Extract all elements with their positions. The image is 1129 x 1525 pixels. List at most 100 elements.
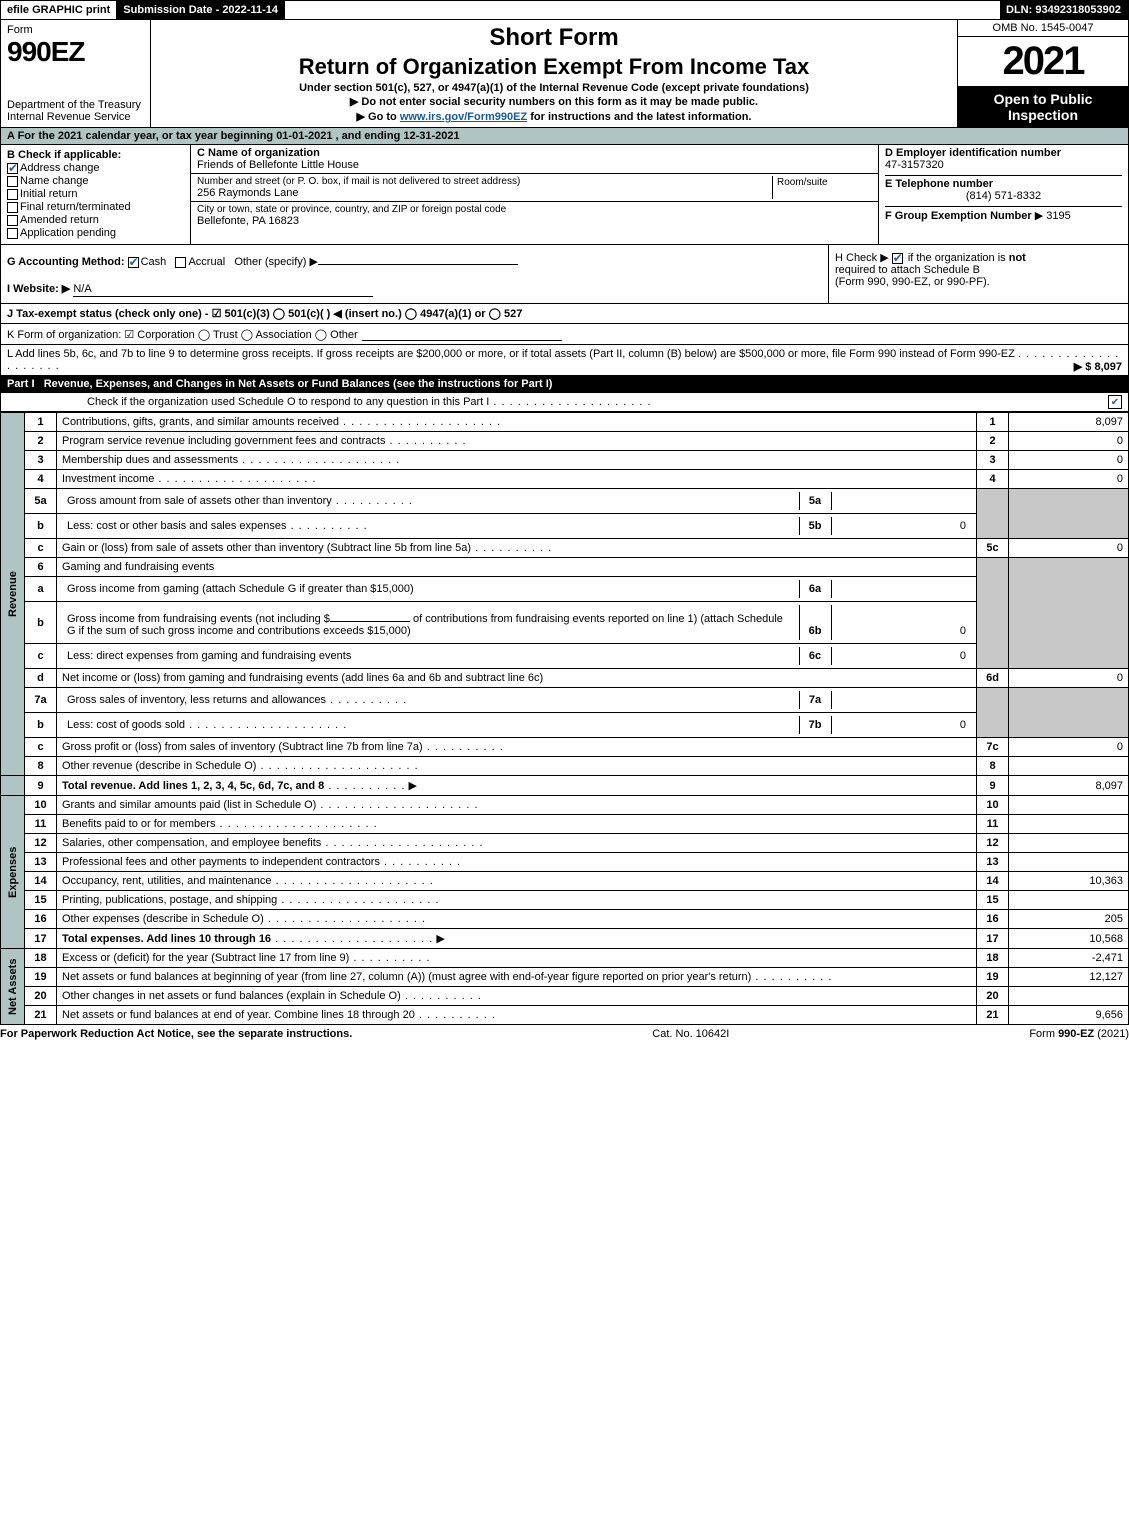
shaded-cell: [1009, 489, 1129, 539]
line-desc: Investment income: [57, 470, 977, 489]
row-l-text: L Add lines 5b, 6c, and 7b to line 9 to …: [7, 348, 1015, 360]
line-amt: 8,097: [1009, 413, 1129, 432]
line-amt: 8,097: [1009, 776, 1129, 796]
box-h: H Check ▶ if the organization is not req…: [828, 245, 1128, 303]
line-desc: Other changes in net assets or fund bala…: [57, 987, 977, 1006]
line-ref: 7c: [977, 738, 1009, 757]
checkbox-icon: [175, 257, 186, 268]
line-ref: 13: [977, 853, 1009, 872]
org-name: Friends of Bellefonte Little House: [197, 159, 872, 171]
line-desc: Total expenses. Add lines 10 through 16 …: [57, 929, 977, 949]
spacer-side: [1, 776, 25, 796]
line-desc: Other revenue (describe in Schedule O): [57, 757, 977, 776]
line-desc: Gain or (loss) from sale of assets other…: [57, 539, 977, 558]
line-amt: [1009, 815, 1129, 834]
opt-cash: Cash: [141, 256, 167, 268]
line-desc: Gross income from fundraising events (no…: [57, 602, 977, 644]
header-left: Form 990EZ Department of the Treasury In…: [1, 20, 151, 127]
chk-address-change[interactable]: Address change: [7, 162, 184, 174]
line-amt: [1009, 834, 1129, 853]
h-pre: H Check ▶: [835, 252, 892, 264]
other-org-field[interactable]: [362, 327, 562, 341]
chk-application-pending[interactable]: Application pending: [7, 227, 184, 239]
label-e: E Telephone number: [885, 178, 1122, 190]
line-desc: Excess or (deficit) for the year (Subtra…: [57, 949, 977, 968]
line-amt: 0: [1009, 669, 1129, 688]
line-ref: 9: [977, 776, 1009, 796]
ein: 47-3157320: [885, 159, 1122, 171]
line-num: a: [25, 577, 57, 602]
opt-other: Other (specify) ▶: [234, 256, 318, 268]
form-word: Form: [7, 24, 144, 36]
line-ref: 2: [977, 432, 1009, 451]
footer-right: Form 990-EZ (2021): [1029, 1028, 1129, 1040]
part-sub-text: Check if the organization used Schedule …: [7, 396, 652, 408]
line-desc: Less: direct expenses from gaming and fu…: [57, 644, 977, 669]
box-b: B Check if applicable: Address change Na…: [1, 145, 191, 244]
opt-accrual: Accrual: [188, 256, 225, 268]
irs-link[interactable]: www.irs.gov/Form990EZ: [400, 111, 527, 123]
header-center: Short Form Return of Organization Exempt…: [151, 20, 958, 127]
row-k: K Form of organization: ☑ Corporation ◯ …: [0, 324, 1129, 345]
line-desc: Grants and similar amounts paid (list in…: [57, 796, 977, 815]
mid-ref: 7a: [799, 691, 831, 709]
chk-final-return[interactable]: Final return/terminated: [7, 201, 184, 213]
schedule-o-checkbox[interactable]: ✔: [1108, 395, 1122, 409]
line-ref: 16: [977, 910, 1009, 929]
mid-ref: 5a: [799, 492, 831, 510]
checkbox-icon: [7, 163, 18, 174]
h-l2: required to attach Schedule B: [835, 264, 980, 276]
opt-address-change: Address change: [20, 162, 100, 174]
h-not: not: [1009, 252, 1026, 264]
chk-amended-return[interactable]: Amended return: [7, 214, 184, 226]
line-ref: 8: [977, 757, 1009, 776]
mid-amt: 0: [831, 647, 971, 665]
line-amt: 9,656: [1009, 1006, 1129, 1025]
opt-final-return: Final return/terminated: [20, 201, 131, 213]
mid-ref: 5b: [799, 517, 831, 535]
line-ref: 17: [977, 929, 1009, 949]
revenue-label: Revenue: [1, 413, 25, 776]
city-state-zip: Bellefonte, PA 16823: [197, 215, 872, 227]
footer-mid: Cat. No. 10642I: [652, 1028, 729, 1040]
line-desc: Gross amount from sale of assets other t…: [57, 489, 977, 514]
line-num: 19: [25, 968, 57, 987]
line-num: 6: [25, 558, 57, 577]
chk-name-change[interactable]: Name change: [7, 175, 184, 187]
label-c: C Name of organization: [197, 147, 872, 159]
line-ref: 15: [977, 891, 1009, 910]
line-desc: Contributions, gifts, grants, and simila…: [57, 413, 977, 432]
tax-year: 2021: [958, 37, 1128, 87]
efile-print-button[interactable]: efile GRAPHIC print: [1, 1, 117, 19]
website-value: N/A: [73, 283, 91, 295]
expenses-label: Expenses: [1, 796, 25, 949]
line-desc: Net assets or fund balances at beginning…: [57, 968, 977, 987]
mid-ref: 7b: [799, 716, 831, 734]
row-j-text: J Tax-exempt status (check only one) - ☑…: [7, 307, 522, 320]
label-addr: Number and street (or P. O. box, if mail…: [197, 176, 772, 187]
checkbox-icon[interactable]: [892, 253, 903, 264]
line-desc: Program service revenue including govern…: [57, 432, 977, 451]
line-num: 12: [25, 834, 57, 853]
line-amt: 10,363: [1009, 872, 1129, 891]
dln-label: DLN: 93492318053902: [1000, 1, 1128, 19]
short-form-title: Short Form: [159, 24, 949, 52]
other-specify-field[interactable]: [318, 251, 518, 265]
line-amt: -2,471: [1009, 949, 1129, 968]
phone: (814) 571-8332: [885, 190, 1122, 202]
line-ref: 5c: [977, 539, 1009, 558]
line-desc: Other expenses (describe in Schedule O): [57, 910, 977, 929]
line-amt: 205: [1009, 910, 1129, 929]
chk-initial-return[interactable]: Initial return: [7, 188, 184, 200]
open-to-public: Open to Public Inspection: [958, 87, 1128, 127]
line-desc: Salaries, other compensation, and employ…: [57, 834, 977, 853]
line-amt: [1009, 891, 1129, 910]
line-desc: Total revenue. Add lines 1, 2, 3, 4, 5c,…: [57, 776, 977, 796]
box-b-title: B Check if applicable:: [7, 149, 184, 161]
part-1-table: Revenue 1 Contributions, gifts, grants, …: [0, 412, 1129, 1025]
page-footer: For Paperwork Reduction Act Notice, see …: [0, 1025, 1129, 1043]
line-num: b: [25, 713, 57, 738]
part-1-header: Part I Revenue, Expenses, and Changes in…: [0, 376, 1129, 393]
line-desc: Gross sales of inventory, less returns a…: [57, 688, 977, 713]
opt-amended-return: Amended return: [20, 214, 99, 226]
